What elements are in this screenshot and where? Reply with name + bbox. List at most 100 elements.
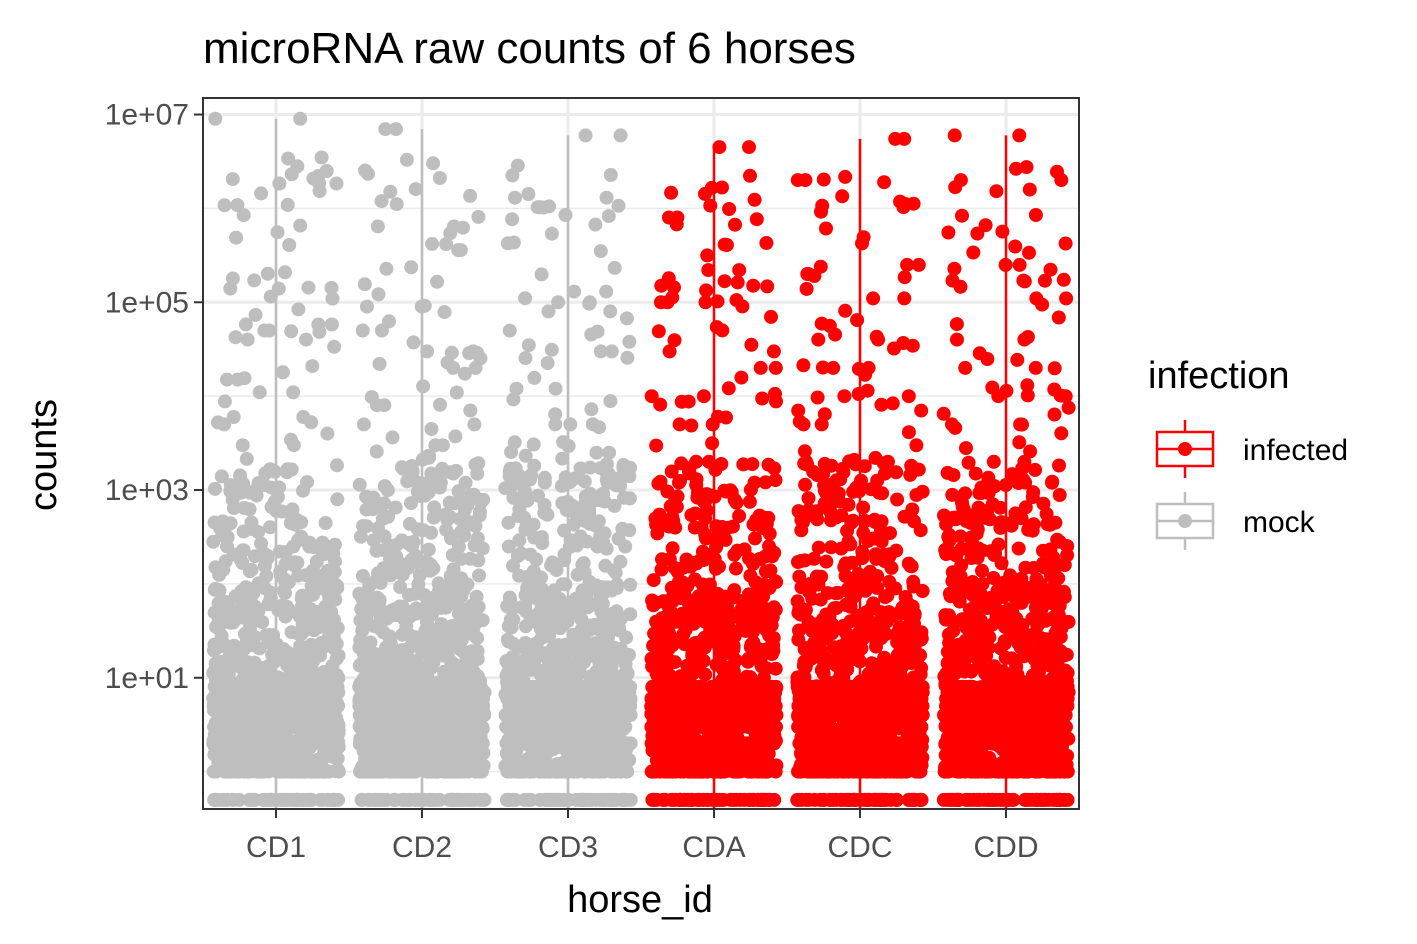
- data-point: [742, 595, 757, 610]
- data-point: [541, 304, 556, 319]
- data-point: [310, 669, 325, 684]
- data-point: [764, 618, 779, 633]
- data-point: [652, 752, 667, 766]
- data-point: [305, 359, 320, 374]
- data-point: [457, 751, 472, 766]
- grid-minor: [203, 207, 1079, 773]
- data-point: [502, 323, 517, 338]
- data-point: [331, 723, 346, 738]
- data-point: [430, 727, 445, 742]
- data-point: [290, 606, 305, 621]
- data-point: [230, 372, 245, 387]
- panel-background: [203, 98, 1079, 809]
- data-point: [443, 510, 458, 524]
- data-point: [294, 699, 309, 714]
- data-point: [327, 612, 341, 627]
- data-point: [210, 415, 225, 430]
- data-point: [468, 457, 483, 472]
- data-point: [230, 198, 245, 213]
- data-point: [453, 525, 468, 540]
- data-point: [304, 579, 319, 594]
- data-point: [251, 476, 266, 490]
- data-point: [280, 197, 295, 212]
- data-point: [284, 625, 299, 640]
- data-point: [599, 190, 614, 205]
- data-point: [270, 639, 285, 654]
- data-point: [369, 694, 383, 709]
- data-point: [662, 735, 677, 750]
- data-point: [548, 381, 563, 396]
- data-point: [463, 403, 478, 418]
- data-point: [445, 678, 460, 693]
- data-point: [602, 445, 617, 460]
- data-point: [458, 475, 473, 490]
- data-point: [321, 677, 336, 692]
- data-point: [518, 291, 533, 306]
- data-point: [519, 517, 534, 532]
- data-point: [457, 511, 472, 526]
- data-point: [418, 623, 433, 638]
- data-point: [534, 570, 548, 585]
- data-point: [544, 342, 559, 357]
- data-point: [726, 708, 741, 723]
- data-point: [445, 755, 460, 770]
- data-point: [228, 754, 243, 769]
- data-point: [589, 707, 603, 722]
- data-point: [385, 430, 400, 445]
- data-point: [654, 562, 669, 577]
- data-point: [315, 640, 330, 655]
- data-point: [439, 237, 454, 252]
- data-point: [388, 500, 403, 515]
- data-point: [367, 619, 382, 634]
- data-point: [270, 225, 285, 240]
- data-point: [260, 663, 275, 678]
- data-point: [216, 639, 231, 654]
- data-point: [718, 589, 733, 604]
- data-point: [472, 792, 487, 807]
- data-point: [302, 539, 317, 554]
- data-point: [661, 641, 676, 656]
- data-point: [611, 198, 626, 213]
- data-point: [421, 683, 436, 698]
- data-point: [675, 615, 690, 630]
- data-point: [314, 150, 329, 165]
- data-point: [356, 519, 371, 533]
- data-point: [445, 585, 460, 600]
- data-point: [395, 460, 409, 475]
- data-point: [225, 492, 240, 507]
- data-point: [733, 720, 748, 735]
- data-point: [252, 385, 267, 400]
- data-point: [301, 280, 316, 295]
- data-point: [471, 709, 486, 724]
- data-point: [604, 741, 619, 755]
- data-point: [282, 238, 297, 252]
- data-point: [311, 317, 326, 332]
- data-point: [377, 479, 392, 494]
- data-point: [389, 122, 403, 137]
- data-point: [418, 488, 433, 503]
- data-point: [406, 335, 421, 350]
- data-point: [329, 176, 344, 191]
- data-point: [359, 752, 374, 767]
- data-point: [754, 792, 769, 807]
- data-point: [622, 334, 637, 349]
- data-point: [425, 792, 440, 807]
- data-point: [426, 510, 441, 525]
- data-point: [319, 164, 334, 178]
- data-point: [421, 542, 436, 557]
- data-point: [603, 168, 618, 182]
- data-point: [424, 607, 439, 622]
- data-point: [306, 754, 321, 769]
- data-point: [455, 670, 470, 685]
- data-point: [453, 243, 468, 258]
- data-point: [247, 273, 262, 288]
- data-point: [576, 556, 591, 571]
- data-point: [298, 721, 313, 736]
- data-point: [228, 737, 243, 752]
- data-point: [646, 739, 661, 753]
- data-point: [531, 488, 545, 503]
- data-point: [457, 684, 472, 699]
- data-point: [378, 122, 393, 137]
- data-point: [275, 365, 290, 380]
- data-point: [614, 754, 629, 769]
